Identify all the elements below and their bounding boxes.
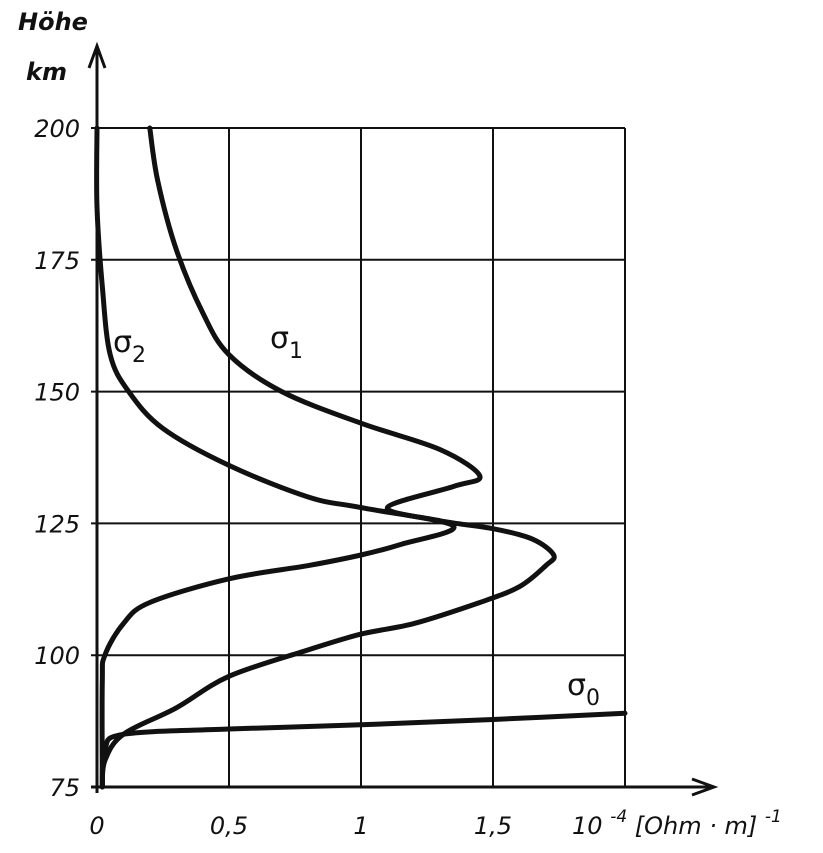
x-tick-label: 1	[353, 812, 368, 840]
y-axis-title-line1: Höhe	[18, 8, 88, 36]
x-tick-label: 1,5	[474, 812, 512, 840]
series-label-sigma2-sub: 2	[132, 343, 146, 368]
series-lines	[94, 125, 628, 790]
x-axis-arrow	[691, 777, 719, 797]
axes	[87, 41, 719, 797]
x-tick-label: 0,5	[210, 812, 248, 840]
x-tick-label: 0	[89, 812, 104, 840]
series-label-sigma1: σ1	[270, 321, 303, 364]
series-label-sigma1-sub: 1	[289, 339, 303, 364]
y-tick-label: 75	[49, 774, 80, 802]
x-unit-exponent2: -1	[765, 807, 782, 827]
grid	[91, 127, 626, 787]
y-axis-title-line2: km	[26, 58, 67, 86]
series-line-sigma0	[99, 710, 628, 790]
y-tick-label: 200	[34, 115, 80, 143]
series-label-sigma0-sub: 0	[586, 686, 600, 711]
y-axis-arrow	[87, 41, 107, 69]
series-label-sigma0: σ0	[567, 668, 600, 711]
series-label-sigma0-name: σ	[567, 668, 586, 703]
tick-labels: 0 0,5 1 1,5 75 100 125 150 175 200	[34, 115, 512, 840]
series-label-sigma2: σ2	[113, 325, 146, 368]
series-line-sigma1	[99, 125, 557, 790]
series-label-sigma2-name: σ	[113, 325, 132, 360]
x-axis-unit-label: 10 -4 [Ohm · m] -1	[572, 800, 782, 840]
y-tick-label: 150	[34, 379, 80, 407]
series-line-sigma2	[94, 125, 457, 790]
x-unit-exponent: -4	[610, 807, 627, 827]
x-unit-prefix: 10	[572, 812, 603, 840]
series-label-sigma1-name: σ	[270, 321, 289, 356]
y-tick-label: 175	[34, 247, 80, 275]
y-tick-label: 100	[34, 642, 80, 670]
x-unit-body: [Ohm · m]	[635, 812, 757, 840]
y-tick-label: 125	[34, 510, 80, 538]
